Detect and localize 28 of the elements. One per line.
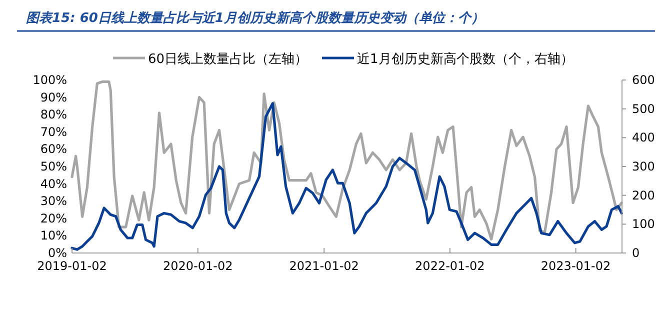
line-series bbox=[70, 80, 623, 240]
y-tick-label: 0% bbox=[48, 246, 67, 260]
line-series bbox=[70, 102, 623, 251]
y-tick-label: 10% bbox=[40, 228, 67, 243]
x-tick-label: 2021-01-02 bbox=[289, 259, 359, 273]
y2-tick-label: 600 bbox=[632, 73, 655, 87]
chart-title: 图表15: 60日线上数量占比与近1月创历史新高个股数量历史变动（单位：个） bbox=[26, 10, 484, 26]
x-tick-label: 2019-01-02 bbox=[37, 259, 107, 273]
y2-tick-label: 400 bbox=[632, 130, 655, 145]
legend-label: 近1月创历史新高个股数（个，右轴） bbox=[357, 51, 574, 67]
y-tick-label: 90% bbox=[40, 90, 67, 104]
y2-tick-label: 200 bbox=[632, 188, 655, 202]
x-tick-label: 2023-01-02 bbox=[540, 259, 611, 273]
y-tick-label: 20% bbox=[40, 211, 67, 226]
x-tick-label: 2020-01-02 bbox=[162, 259, 233, 273]
y2-tick-label: 500 bbox=[632, 102, 655, 116]
legend-label: 60日线上数量占比（左轴） bbox=[148, 52, 308, 67]
y-tick-label: 80% bbox=[40, 108, 67, 122]
x-tick-label: 2022-01-02 bbox=[415, 259, 485, 273]
y2-tick-label: 300 bbox=[632, 160, 655, 174]
y-tick-label: 30% bbox=[40, 194, 67, 208]
y-tick-label: 50% bbox=[40, 160, 67, 174]
y2-tick-label: 0 bbox=[632, 246, 640, 260]
y-tick-label: 60% bbox=[40, 142, 67, 156]
y-tick-label: 40% bbox=[40, 176, 67, 191]
y2-tick-label: 100 bbox=[632, 217, 655, 232]
y-tick-label: 100% bbox=[32, 73, 67, 87]
y-tick-label: 70% bbox=[40, 124, 67, 139]
